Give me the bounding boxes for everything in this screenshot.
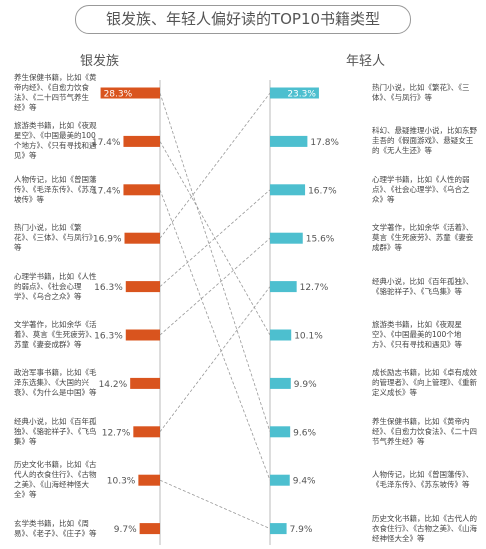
category-label: 心理学书籍，比如《人性的弱点》、《社会心理学》、《乌合之众》等 [372, 174, 470, 204]
category-label: 旅游类书籍，比如《夜观星空》、《中国最美的100个地方》、《只有寻找和遇见》等 [372, 320, 462, 349]
connector [159, 286, 271, 433]
bar [100, 87, 160, 99]
value-label: 15.6% [306, 235, 335, 245]
connector [159, 237, 271, 336]
value-label: 16.9% [93, 235, 122, 245]
value-label: 17.4% [92, 186, 121, 196]
category-label: 经典小说，比如《百年孤独》、《骆驼祥子》、《飞鸟集》等 [372, 276, 474, 296]
bar [125, 281, 160, 293]
value-label: 16.3% [94, 332, 123, 342]
bar [138, 474, 160, 486]
bar [139, 523, 160, 535]
value-label: 10.1% [294, 332, 323, 342]
category-label: 文学著作，比如余华《活着》、莫言《生死疲劳》、苏童《妻妾成群》等 [372, 223, 474, 253]
value-label: 9.7% [114, 525, 137, 535]
bar [270, 232, 303, 244]
bar [270, 474, 290, 486]
bar [270, 281, 297, 293]
connector [159, 92, 271, 239]
category-label: 热门小说，比如《繁花》、《三体》、《与凤行》等 [14, 223, 97, 253]
category-label: 养生保健书籍，比如《黄帝内经》、《自愈力饮食法》、《二十四节气养生经》等 [372, 416, 477, 446]
connector [159, 141, 271, 336]
value-label: 7.9% [290, 525, 313, 535]
bar [270, 184, 306, 196]
category-label: 政治军事书籍，比如《毛泽东选集》、《大国的兴衰》、《为什么是中国》等 [14, 368, 97, 398]
value-label: 17.8% [310, 138, 339, 148]
value-label: 28.3% [104, 90, 133, 100]
value-label: 9.4% [293, 477, 316, 487]
bar [270, 377, 291, 389]
category-label: 科幻、悬疑推理小说，比如东野圭吾的《假面游戏》、悬疑女王的《无人生还》等 [372, 126, 477, 156]
category-label: 经典小说，比如《百年孤独》、《骆驼祥子》、《飞鸟集》等 [14, 416, 97, 446]
category-label: 玄学类书籍，比如《周易》、《老子》、《庄子》等 [14, 518, 97, 538]
value-label: 14.2% [99, 380, 128, 390]
category-label: 心理学书籍，比如《人性的弱点》、《社会心理学》、《乌合之众》等 [14, 271, 97, 301]
value-label: 9.9% [294, 380, 317, 390]
value-label: 9.6% [293, 428, 316, 438]
category-label: 历史文化书籍，比如《古代人的衣食住行》、《古物之美》、《山海经神怪大全》等 [372, 513, 477, 543]
bar [125, 329, 160, 341]
category-label: 热门小说，比如《繁花》、《三体》、《与凤行》等 [372, 83, 470, 102]
category-label: 文学著作，比如余华《活着》、莫言《生死疲劳》、苏童《妻妾成群》等 [14, 320, 97, 349]
bar [270, 329, 292, 341]
connector [159, 479, 271, 529]
value-label: 12.7% [300, 283, 329, 293]
bar [123, 184, 160, 196]
bar [123, 135, 160, 147]
bar [133, 426, 160, 438]
value-label: 16.7% [308, 186, 337, 196]
bar [270, 87, 319, 99]
category-label: 人物传记，比如《曾国藩传》、《毛泽东传》、《苏东坡传》等 [14, 174, 97, 204]
value-label: 17.4% [92, 138, 121, 148]
category-label: 旅游类书籍，比如《夜观星空》、《中国最美的100个地方》、《只有寻找和遇见》等 [14, 121, 97, 161]
connector [159, 92, 271, 432]
value-label: 12.7% [102, 428, 131, 438]
left-header: 银发族 [80, 54, 120, 69]
chart-title: 银发族、年轻人偏好读的TOP10书籍类型 [75, 5, 411, 34]
category-label: 人物传记，比如《曾国藩传》、《毛泽东传》、《苏东坡传》等 [372, 470, 474, 490]
category-label: 成长励志书籍，比如《卓有成效的管理者》、《向上管理》、《重新定义成长》等 [372, 368, 477, 398]
connector [159, 189, 271, 287]
connector [159, 189, 271, 481]
right-header: 年轻人 [346, 54, 386, 69]
bar [130, 377, 160, 389]
bar [124, 232, 160, 244]
value-label: 10.3% [107, 477, 136, 487]
category-label: 历史文化书籍，比如《古代人的衣食住行》、《古物之美》、《山海经神怪大全》等 [14, 460, 97, 500]
value-label: 23.3% [287, 90, 316, 100]
bar [270, 523, 287, 535]
value-label: 16.3% [94, 283, 123, 293]
category-label: 养生保健书籍，比如《黄帝内经》、《自愈力饮食法》、《二十四节气养生经》等 [14, 73, 97, 112]
bar [270, 135, 308, 147]
bar [270, 426, 291, 438]
